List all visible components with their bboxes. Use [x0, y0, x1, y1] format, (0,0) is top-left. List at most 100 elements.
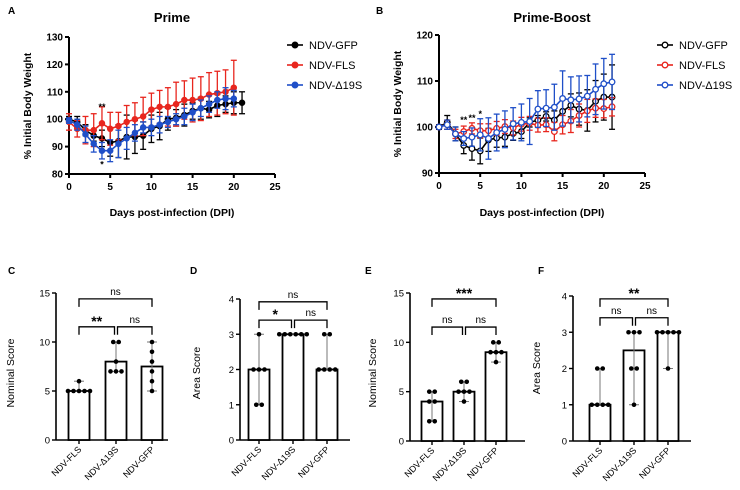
data-point: [458, 379, 464, 385]
significance-annotation: *: [100, 159, 104, 169]
significance-bracket: [634, 317, 669, 326]
y-tick-label: 15: [393, 289, 404, 300]
x-tick-label: NDV-GFP: [296, 444, 331, 479]
data-point: [316, 367, 322, 372]
data-point: [262, 367, 267, 372]
data-point: [654, 329, 660, 335]
data-point: [676, 329, 682, 335]
significance-label: ns: [442, 315, 453, 326]
legend-marker: [661, 41, 669, 49]
data-point: [65, 388, 71, 394]
data-point: [76, 388, 82, 394]
bar: [588, 403, 612, 442]
data-point: [327, 331, 333, 337]
data-point: [575, 95, 583, 103]
significance-bracket: [599, 317, 634, 326]
bar: [67, 390, 91, 441]
x-tick-label: NDV-FLS: [570, 445, 604, 479]
data-point: [106, 125, 114, 133]
x-tick-label: NDV-GFP: [121, 444, 156, 479]
chart-panel-A: Prime Days post-infection (DPI) % Initial …: [22, 10, 362, 219]
data-point: [660, 329, 665, 335]
x-tick-label: NDV-FLS: [49, 444, 83, 478]
y-tick-label: 110: [47, 87, 64, 98]
legend-label: NDV-Δ19S: [309, 80, 362, 92]
data-point: [460, 135, 468, 142]
significance-bracket: [78, 326, 116, 335]
data-point: [149, 369, 155, 374]
data-point: [115, 140, 122, 148]
y-tick-label: 4: [562, 292, 567, 303]
data-point: [82, 131, 89, 138]
data-point: [631, 329, 637, 335]
data-point: [106, 147, 114, 154]
y-tick-label: 5: [45, 387, 50, 398]
data-point: [443, 121, 451, 129]
data-point: [197, 104, 205, 112]
significance-bracket: [293, 319, 328, 329]
data-point: [113, 359, 119, 364]
significance-bracket: [78, 298, 153, 307]
x-tick-label: 10: [146, 182, 158, 193]
data-point: [559, 95, 567, 102]
data-point: [493, 129, 501, 136]
legend-label: NDV-FLS: [679, 60, 725, 72]
data-point: [119, 369, 124, 374]
significance-label: ns: [129, 315, 140, 326]
y-tick-label: 90: [52, 142, 64, 153]
data-point: [214, 96, 221, 104]
bar: [315, 368, 339, 441]
chart-title: Prime-Boost: [513, 10, 591, 25]
data-point: [493, 349, 499, 355]
chart-panel-C: Nominal Score 0 5 10 15 NDV-FLS NDV-Δ19S NDV-GF…: [5, 287, 168, 482]
data-point: [467, 389, 472, 394]
y-tick-label: 120: [416, 31, 433, 42]
data-point: [282, 331, 288, 337]
data-point: [73, 121, 81, 128]
panel-letter: B: [376, 6, 383, 17]
significance-label: ns: [110, 287, 121, 298]
x-tick-label: NDV-GFP: [637, 445, 672, 480]
data-point: [435, 123, 443, 131]
data-point: [156, 121, 163, 128]
significance-annotation: *: [478, 109, 482, 119]
data-point: [665, 329, 671, 335]
y-tick-label: 1: [562, 400, 567, 411]
data-point: [432, 418, 438, 424]
data-point: [461, 399, 467, 404]
legend-marker: [661, 61, 669, 69]
x-tick-label: NDV-Δ19S: [260, 444, 298, 482]
legend-marker: [291, 41, 299, 49]
data-point: [468, 133, 476, 141]
data-point: [149, 378, 155, 384]
significance-label: ns: [288, 290, 299, 301]
data-point: [665, 366, 671, 371]
y-tick-label: 100: [416, 123, 433, 134]
data-point: [276, 331, 282, 337]
data-point: [230, 95, 238, 102]
panel-letter: F: [538, 266, 544, 277]
data-point: [108, 369, 113, 374]
significance-label: ns: [646, 306, 657, 317]
data-point: [256, 367, 262, 372]
x-axis-label: Days post-infection (DPI): [480, 207, 605, 219]
data-point: [205, 100, 213, 108]
data-point: [488, 349, 493, 355]
y-tick-label: 1: [229, 400, 234, 411]
data-point: [550, 103, 558, 111]
data-point: [426, 418, 432, 424]
data-point: [90, 140, 97, 148]
x-tick-label: NDV-Δ19S: [431, 445, 469, 483]
data-point: [496, 340, 502, 345]
significance-annotation: **: [468, 113, 476, 123]
data-point: [671, 329, 676, 335]
significance-label: ***: [456, 285, 473, 301]
data-point: [461, 389, 467, 394]
data-point: [139, 124, 147, 131]
data-point: [628, 366, 634, 371]
series-NDV-Δ19S: [65, 87, 238, 163]
data-point: [456, 389, 461, 394]
y-axis-label: Nominal Score: [5, 338, 17, 407]
